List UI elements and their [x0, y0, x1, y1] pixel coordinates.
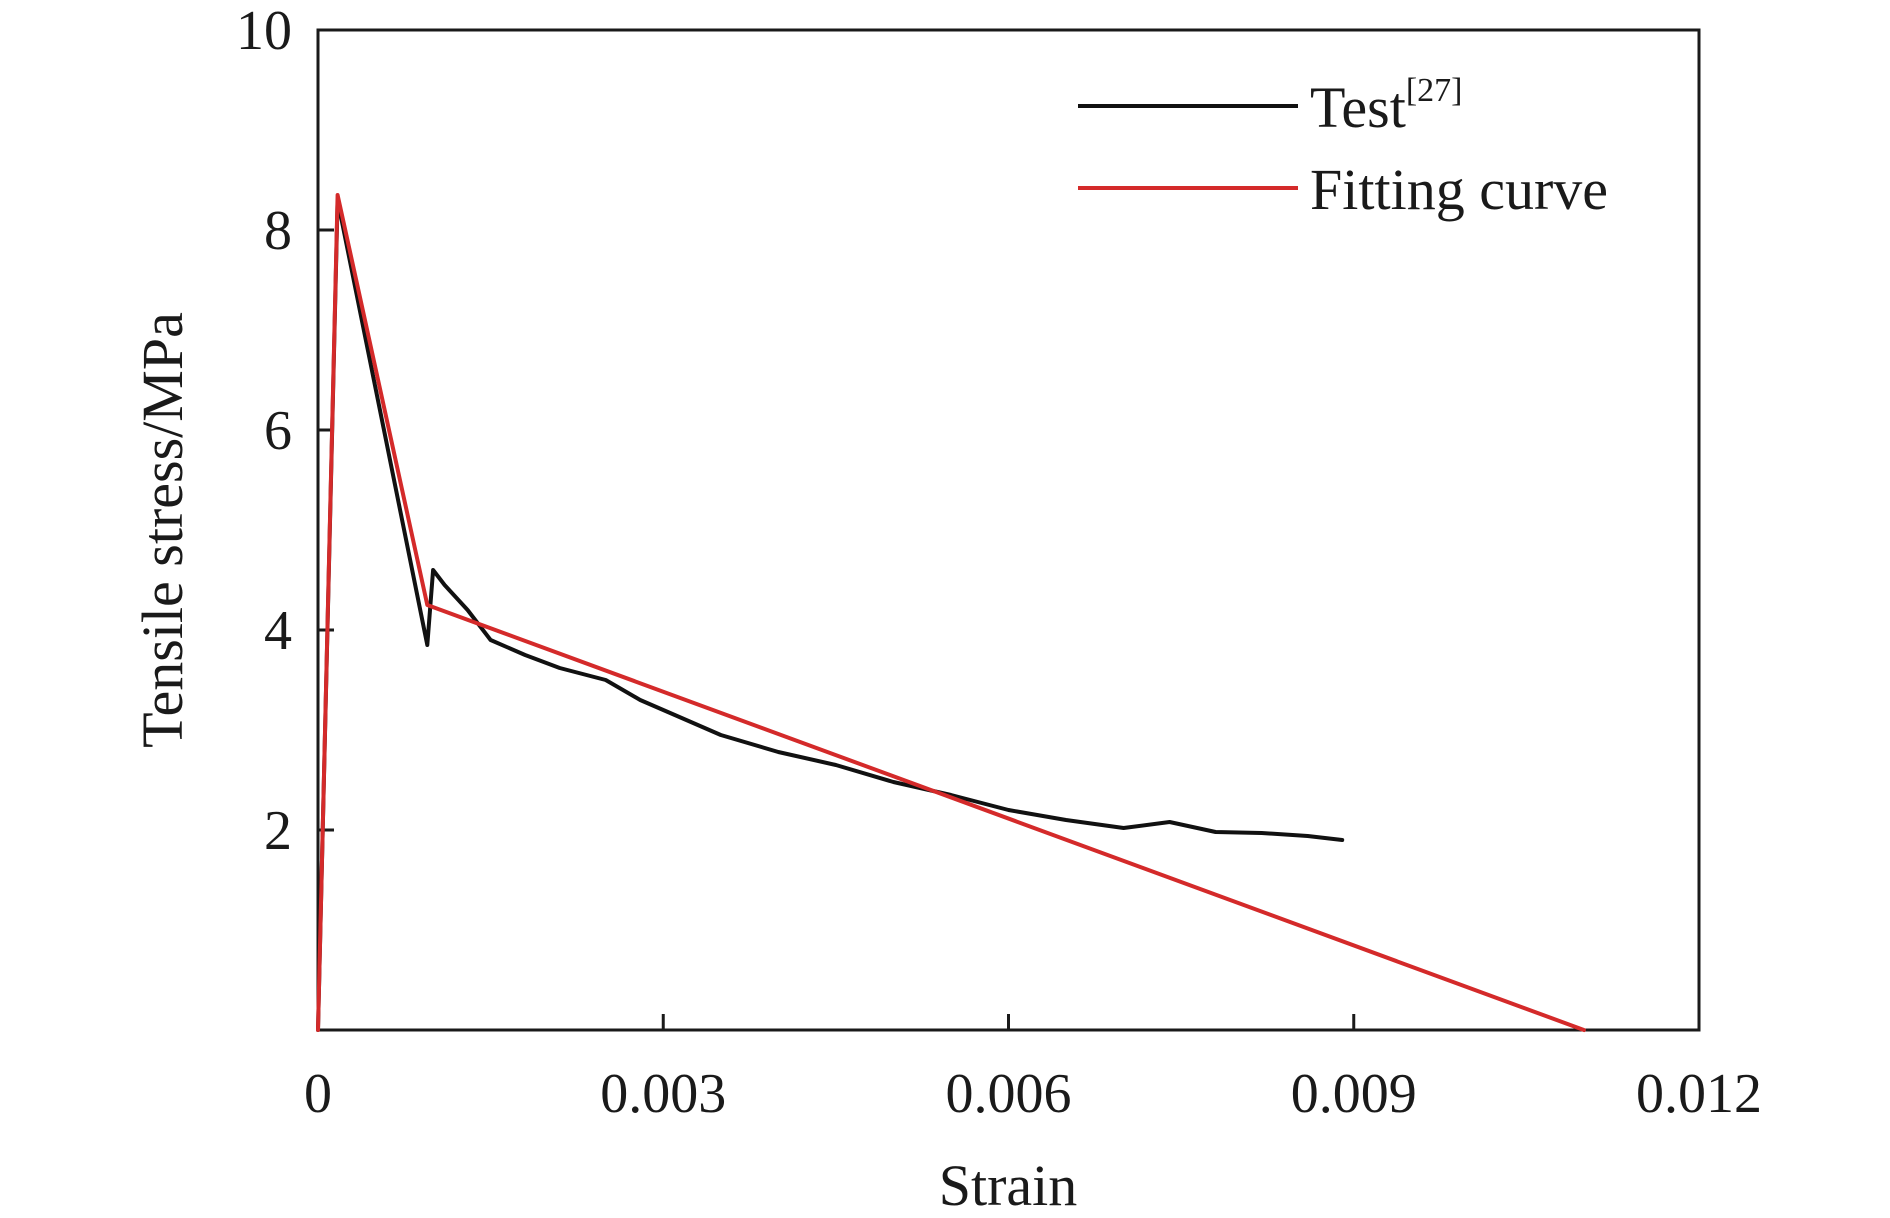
- x-tick-label: 0.006: [946, 1063, 1072, 1125]
- y-axis-title: Tensile stress/MPa: [130, 312, 195, 748]
- y-tick-label: 10: [236, 0, 292, 62]
- series-layer: [316, 193, 1586, 1032]
- x-tick-label: 0: [304, 1063, 332, 1125]
- y-tick-label: 6: [264, 400, 292, 462]
- series-line-test: [316, 198, 1345, 1032]
- x-axis-title: Strain: [939, 1153, 1078, 1218]
- x-tick-label: 0.003: [600, 1063, 726, 1125]
- y-tick-label: 8: [264, 200, 292, 262]
- legend-label-fitting-curve: Fitting curve: [1310, 157, 1608, 222]
- x-axis-ticks: 0 0.003 0.006 0.009 0.012: [304, 1014, 1762, 1125]
- legend-label-test: Test[27]: [1310, 72, 1462, 140]
- x-tick-label: 0.009: [1291, 1063, 1417, 1125]
- series-line-fitting-curve: [316, 193, 1586, 1032]
- legend: Test[27] Fitting curve: [1078, 72, 1608, 222]
- x-tick-label: 0.012: [1636, 1063, 1762, 1125]
- y-tick-label: 4: [264, 600, 292, 662]
- y-tick-label: 2: [264, 800, 292, 862]
- y-axis-ticks: 2 4 6 8 10: [236, 0, 334, 862]
